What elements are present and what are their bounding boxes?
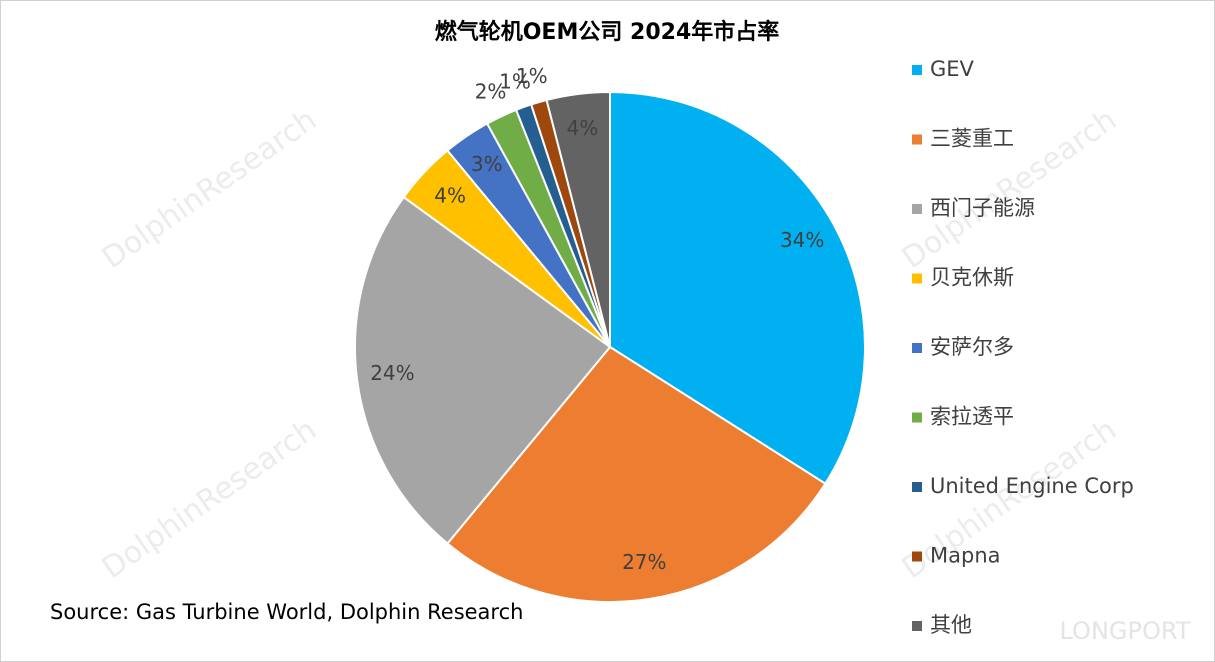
legend-label: 索拉透平 <box>930 405 1014 429</box>
data-label: 4% <box>567 116 599 140</box>
legend-swatch <box>912 343 922 353</box>
legend-label: 三菱重工 <box>930 127 1014 151</box>
data-label: 2% <box>475 80 507 104</box>
legend-label: GEV <box>930 57 975 81</box>
source: Source: Gas Turbine World, Dolphin Resea… <box>50 600 523 624</box>
data-label: 4% <box>434 183 466 207</box>
legend-swatch <box>912 551 922 562</box>
data-label: 1% <box>516 64 548 88</box>
legend-label: 其他 <box>930 613 972 637</box>
pie-slice <box>545 90 611 348</box>
legend-swatch <box>912 65 922 75</box>
pie-slice <box>446 345 827 603</box>
legend-label: United Engine Corp <box>930 474 1134 498</box>
legend-swatch <box>912 273 922 284</box>
legend-swatch <box>912 134 922 145</box>
pie-slice <box>354 195 612 545</box>
legend-label: 贝克休斯 <box>930 266 1014 290</box>
data-label: 3% <box>471 152 503 176</box>
data-label: 24% <box>370 361 414 385</box>
legend-swatch <box>912 621 922 631</box>
pie-slice <box>609 90 866 486</box>
legend-swatch <box>912 412 922 423</box>
data-label: 1% <box>499 70 531 94</box>
legend-label: 安萨尔多 <box>930 335 1014 359</box>
legend-label: 西门子能源 <box>930 196 1035 220</box>
legend-label: Mapna <box>930 544 1001 568</box>
data-label: 34% <box>780 228 824 252</box>
data-label: 27% <box>622 550 666 574</box>
legend-swatch <box>912 204 922 214</box>
chart-title: 燃气轮机OEM公司 2024年市占率 <box>435 19 780 45</box>
logo: LONGPORT <box>1060 617 1191 645</box>
legend-swatch <box>912 482 922 492</box>
